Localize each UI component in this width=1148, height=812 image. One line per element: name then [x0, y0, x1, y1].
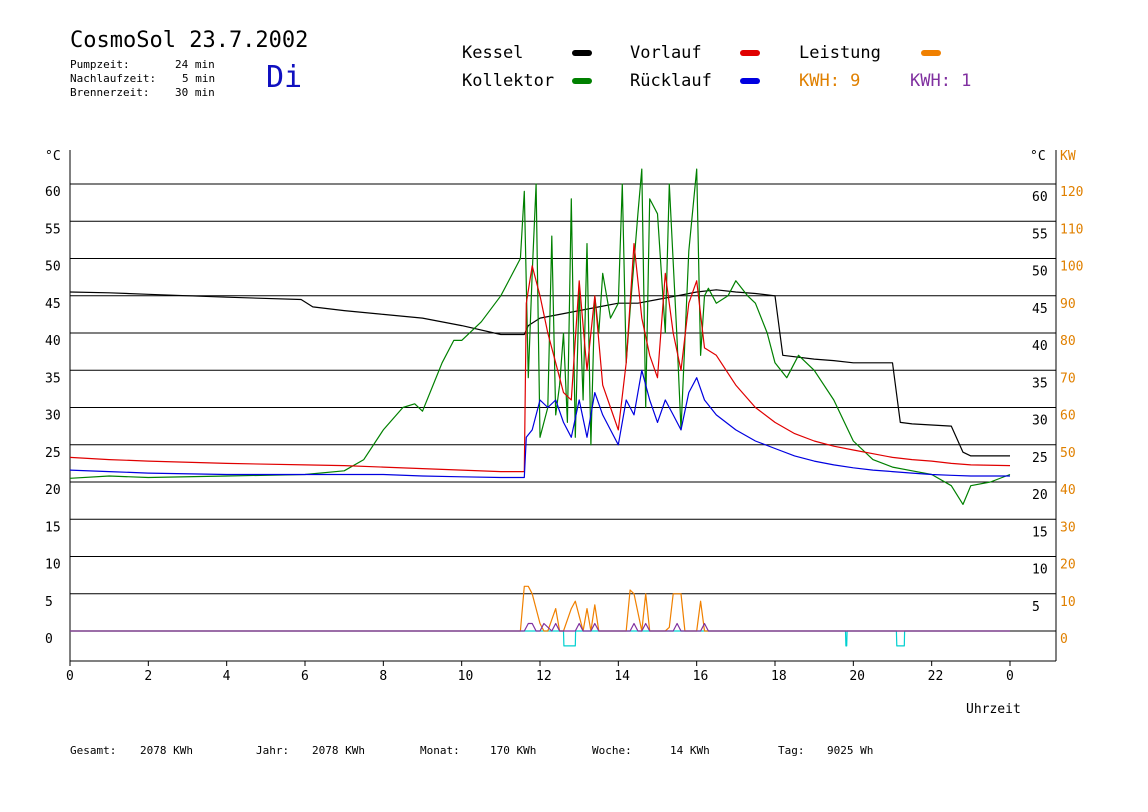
y-tick-right-kw: 40 — [1060, 483, 1076, 498]
y-tick-left: 35 — [45, 371, 61, 386]
pumpzeit-value: 24 min — [175, 58, 215, 71]
y-tick-right-kw: 20 — [1060, 558, 1076, 573]
legend-vorlauf-swatch — [740, 50, 760, 56]
legend-leistung: Leistung — [799, 43, 881, 63]
x-tick-label: 16 — [693, 669, 709, 684]
series-line-kollektor — [69, 168, 1011, 505]
legend-kollektor-swatch — [572, 78, 592, 84]
x-tick-label: 14 — [614, 669, 630, 684]
y-tick-right-temp: 20 — [1032, 488, 1048, 503]
y-tick-right-kw: 120 — [1060, 185, 1083, 200]
pumpzeit-label: Pumpzeit: — [70, 58, 130, 71]
series-line-kessel — [69, 289, 1010, 457]
x-tick-label: 0 — [66, 669, 74, 684]
series-line-vorlauf — [69, 243, 1011, 473]
y-tick-left: 40 — [45, 334, 61, 349]
y-tick-right-kw: KW — [1060, 149, 1076, 164]
legend-leistung-swatch — [921, 50, 941, 56]
y-axis-right-unit: °C — [1030, 149, 1046, 164]
y-tick-left: 60 — [45, 185, 61, 200]
y-tick-right-kw: 70 — [1060, 371, 1076, 386]
x-tick-label: 18 — [771, 669, 787, 684]
x-tick-label: 20 — [849, 669, 865, 684]
series-line-leistung — [70, 585, 1010, 632]
x-tick-label: 10 — [458, 669, 474, 684]
y-tick-left: 25 — [45, 446, 61, 461]
y-tick-left: 50 — [45, 260, 61, 275]
x-tick-label: 12 — [536, 669, 552, 684]
legend-kessel-swatch — [572, 50, 592, 56]
y-tick-right-temp: 55 — [1032, 227, 1048, 242]
series-line-ruecklauf — [69, 369, 1010, 479]
x-tick-label: 22 — [928, 669, 944, 684]
brennerzeit-label: Brennerzeit: — [70, 86, 150, 99]
y-tick-left: 0 — [45, 632, 53, 647]
y-tick-right-kw: 0 — [1060, 632, 1068, 647]
y-tick-left: 55 — [45, 222, 61, 237]
legend-kessel: Kessel — [462, 43, 524, 63]
y-tick-right-kw: 90 — [1060, 297, 1076, 312]
footer-woche-value: 14 KWh — [670, 744, 710, 757]
nachlaufzeit-value: 5 min — [182, 72, 216, 85]
legend-kwh2: KWH: 1 — [910, 71, 972, 91]
x-axis-title: Uhrzeit — [966, 702, 1021, 717]
y-tick-right-kw: 50 — [1060, 446, 1076, 461]
nachlaufzeit-label: Nachlaufzeit: — [70, 72, 157, 85]
legend-ruecklauf-swatch — [740, 78, 760, 84]
y-tick-right-kw: 60 — [1060, 409, 1076, 424]
y-tick-right-kw: 10 — [1060, 595, 1076, 610]
x-tick-label: 6 — [301, 669, 309, 684]
legend-ruecklauf: Rücklauf — [630, 71, 712, 91]
series-line-pump — [70, 630, 1010, 647]
footer-woche-label: Woche: — [592, 744, 632, 757]
legend-vorlauf: Vorlauf — [630, 43, 702, 63]
chart-title: CosmoSol 23.7.2002 — [70, 28, 309, 53]
y-tick-right-temp: 35 — [1032, 376, 1048, 391]
y-tick-right-temp: 10 — [1032, 563, 1048, 578]
y-tick-left: 30 — [45, 409, 61, 424]
y-tick-right-temp: 60 — [1032, 190, 1048, 205]
legend-kwh1: KWH: 9 — [799, 71, 861, 91]
footer-tag-label: Tag: — [778, 744, 805, 757]
footer-tag-value: 9025 Wh — [827, 744, 874, 757]
y-tick-right-temp: 30 — [1032, 414, 1048, 429]
weekday-label: Di — [266, 60, 303, 95]
y-tick-right-temp: 15 — [1032, 525, 1048, 540]
footer-gesamt-label: Gesamt: — [70, 744, 117, 757]
y-tick-right-kw: 80 — [1060, 334, 1076, 349]
legend-kollektor: Kollektor — [462, 71, 555, 91]
footer-gesamt-value: 2078 KWh — [140, 744, 193, 757]
y-tick-right-kw: 100 — [1060, 260, 1083, 275]
y-tick-right-kw: 110 — [1060, 222, 1083, 237]
x-tick-label: 2 — [144, 669, 152, 684]
footer-monat-value: 170 KWh — [490, 744, 537, 757]
temperature-chart: °C °C605550454035302520151050605550454035… — [45, 149, 1083, 684]
x-tick-label: 8 — [379, 669, 387, 684]
series-line-kwh2 — [70, 622, 1010, 632]
y-tick-right-temp: 45 — [1032, 302, 1048, 317]
y-tick-right-kw: 30 — [1060, 520, 1076, 535]
x-tick-label: 0 — [1006, 669, 1014, 684]
y-tick-right-temp: 50 — [1032, 265, 1048, 280]
footer-jahr-value: 2078 KWh — [312, 744, 365, 757]
y-tick-right-temp: 5 — [1032, 600, 1040, 615]
y-tick-left: 10 — [45, 558, 61, 573]
y-tick-left: 45 — [45, 297, 61, 312]
footer-monat-label: Monat: — [420, 744, 460, 757]
brennerzeit-value: 30 min — [175, 86, 215, 99]
x-tick-label: 4 — [223, 669, 231, 684]
y-tick-right-temp: 40 — [1032, 339, 1048, 354]
y-tick-left: 5 — [45, 595, 53, 610]
y-tick-left: 20 — [45, 483, 61, 498]
y-axis-left-unit: °C — [45, 149, 61, 164]
footer-jahr-label: Jahr: — [256, 744, 290, 757]
y-tick-right-temp: 25 — [1032, 451, 1048, 466]
y-tick-left: 15 — [45, 520, 61, 535]
